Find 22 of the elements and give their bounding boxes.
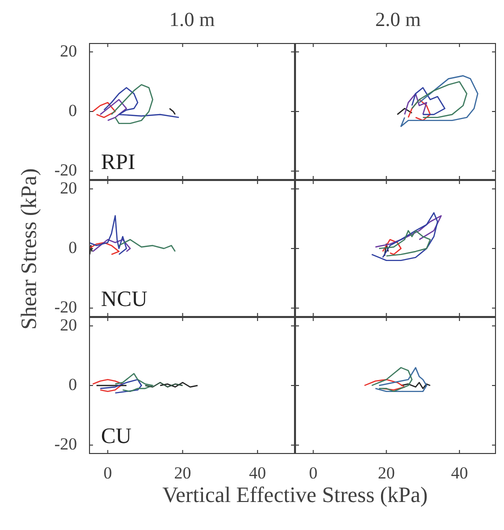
- annotation: CU: [101, 422, 132, 448]
- x-tick-label: 40: [249, 464, 266, 483]
- annotation: RPI: [101, 148, 136, 174]
- x-tick-label: 0: [309, 464, 318, 483]
- y-tick-label: 20: [60, 178, 77, 198]
- x-tick-label: 20: [378, 464, 395, 483]
- chart-title: 1.0 m: [168, 9, 216, 32]
- y-tick-label: -20: [54, 298, 77, 317]
- x-tick-label: 0: [103, 464, 112, 483]
- annotation: NCU: [101, 286, 148, 311]
- y-tick-label: 0: [68, 374, 77, 394]
- y-tick-label: 20: [60, 315, 77, 334]
- y-tick-label: 0: [68, 238, 77, 257]
- y-tick-label: 20: [60, 41, 77, 60]
- chart-title: 2.0 m: [374, 9, 422, 32]
- y-axis-title: Shear Stress (kPa): [16, 166, 42, 332]
- y-tick-label: -20: [54, 434, 77, 454]
- y-tick-label: -20: [54, 160, 77, 180]
- y-tick-label: 0: [68, 100, 77, 120]
- x-axis-title: Vertical Effective Stress (kPa): [161, 482, 429, 508]
- x-tick-label: 40: [450, 464, 468, 483]
- x-tick-label: 20: [174, 464, 192, 483]
